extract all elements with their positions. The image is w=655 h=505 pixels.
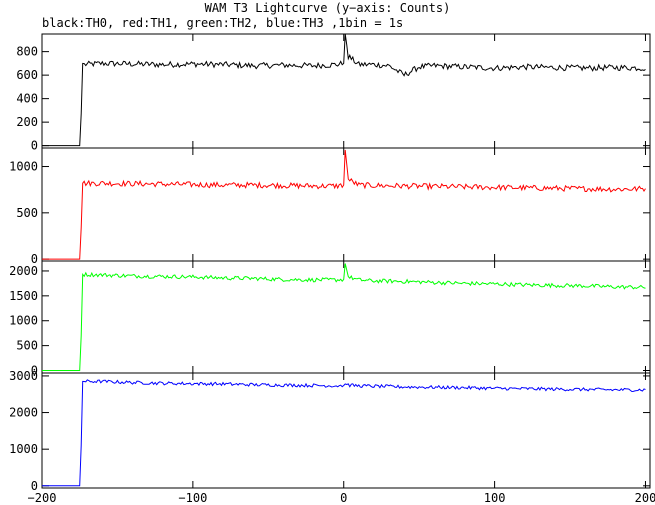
y-tick-label: 0 <box>31 364 38 378</box>
series-th0-line <box>42 33 646 147</box>
y-tick-label: 0 <box>31 479 38 493</box>
panel-th0: 0 200 400 600 800 <box>16 33 651 153</box>
series-th1-line <box>42 149 646 260</box>
chart-title: WAM T3 Lightcurve (y−axis: Counts) <box>204 1 451 15</box>
series-th3-line <box>42 379 646 487</box>
panel-frame <box>41 260 651 374</box>
x-tick-label: −100 <box>178 491 207 505</box>
y-tick-label: 1000 <box>9 442 38 456</box>
y-tick-label: 1000 <box>9 160 38 174</box>
panel-frame <box>41 33 651 149</box>
y-tick-label: 1000 <box>9 314 38 328</box>
x-tick-label: −200 <box>28 491 57 505</box>
panel-th2: 0 500 1000 1500 2000 <box>9 260 651 378</box>
y-tick-label: 3000 <box>9 369 38 383</box>
y-tick-label: 500 <box>16 206 38 220</box>
chart-subtitle: black:TH0, red:TH1, green:TH2, blue:TH3 … <box>42 16 404 30</box>
y-tick-label: 500 <box>16 339 38 353</box>
y-tick-label: 2000 <box>9 406 38 420</box>
y-tick-label: 600 <box>16 68 38 82</box>
panel-th3: 0 1000 2000 3000 <box>9 369 651 493</box>
y-tick-label: 800 <box>16 45 38 59</box>
series-th2-line <box>42 263 646 371</box>
x-tick-label: 0 <box>340 491 347 505</box>
y-tick-label: 400 <box>16 92 38 106</box>
x-tick-label: 100 <box>484 491 506 505</box>
y-tick-label: 1500 <box>9 289 38 303</box>
panel-th1: 0 500 1000 <box>9 147 651 266</box>
y-tick-label: 0 <box>31 139 38 153</box>
y-tick-label: 2000 <box>9 264 38 278</box>
y-tick-label: 200 <box>16 115 38 129</box>
panel-frame <box>41 372 651 489</box>
y-tick-label: 0 <box>31 252 38 266</box>
x-tick-label: 200 <box>635 491 655 505</box>
panel-frame <box>41 147 651 262</box>
